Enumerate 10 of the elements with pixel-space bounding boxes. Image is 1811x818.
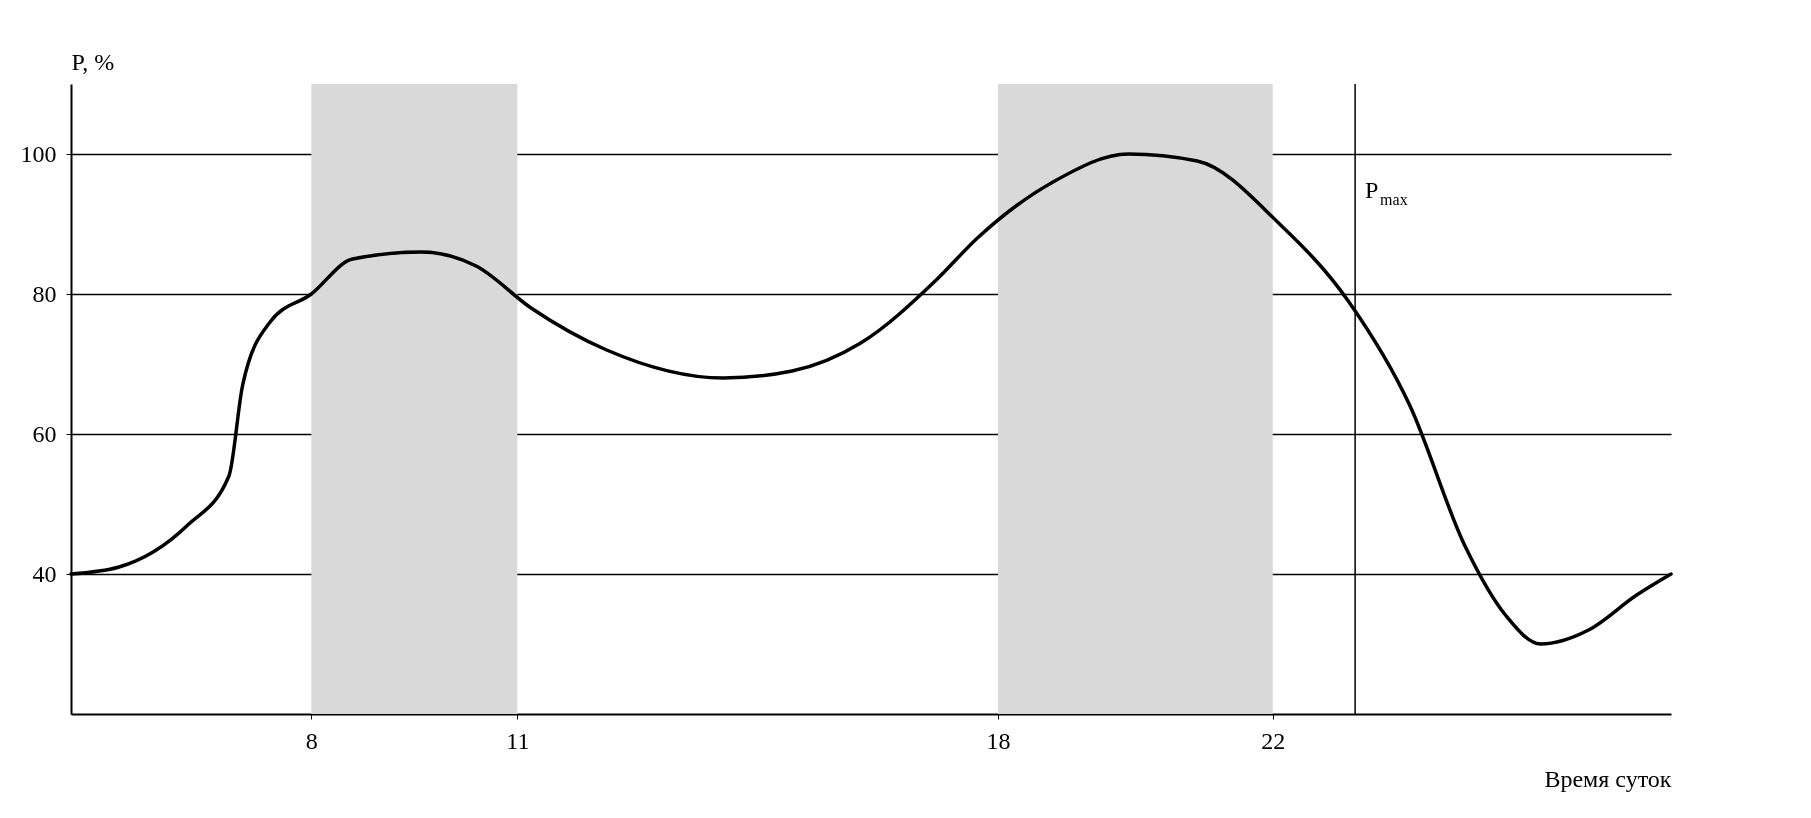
x-tick-label: 22 — [1261, 727, 1286, 754]
x-tick-label: 18 — [986, 727, 1011, 754]
x-tick-label: 8 — [305, 727, 318, 754]
y-tick-label: 40 — [32, 560, 57, 587]
y-tick-label: 100 — [20, 140, 57, 167]
x-axis-title: Время суток — [1544, 765, 1672, 792]
y-axis-title: P, % — [71, 48, 115, 75]
y-tick-label: 60 — [32, 420, 57, 447]
x-tick-label: 11 — [506, 727, 530, 754]
y-tick-label: 80 — [32, 280, 57, 307]
